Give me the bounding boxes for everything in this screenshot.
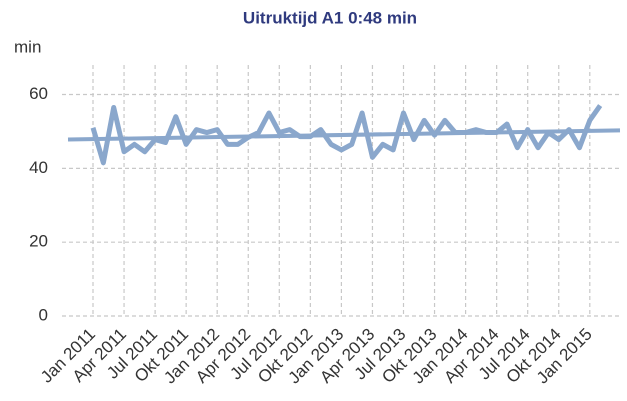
y-tick-label: 0 xyxy=(39,305,48,324)
y-axis-label: min xyxy=(14,37,41,56)
y-tick-label: 20 xyxy=(29,232,48,251)
y-tick-label: 40 xyxy=(29,158,48,177)
data-line xyxy=(90,104,603,166)
chart-title: Uitruktijd A1 0:48 min xyxy=(243,8,417,27)
trend-line xyxy=(67,128,621,142)
y-tick-label: 60 xyxy=(29,84,48,103)
